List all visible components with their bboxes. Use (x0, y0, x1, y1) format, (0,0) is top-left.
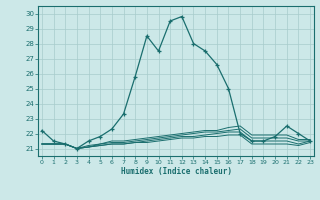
X-axis label: Humidex (Indice chaleur): Humidex (Indice chaleur) (121, 167, 231, 176)
